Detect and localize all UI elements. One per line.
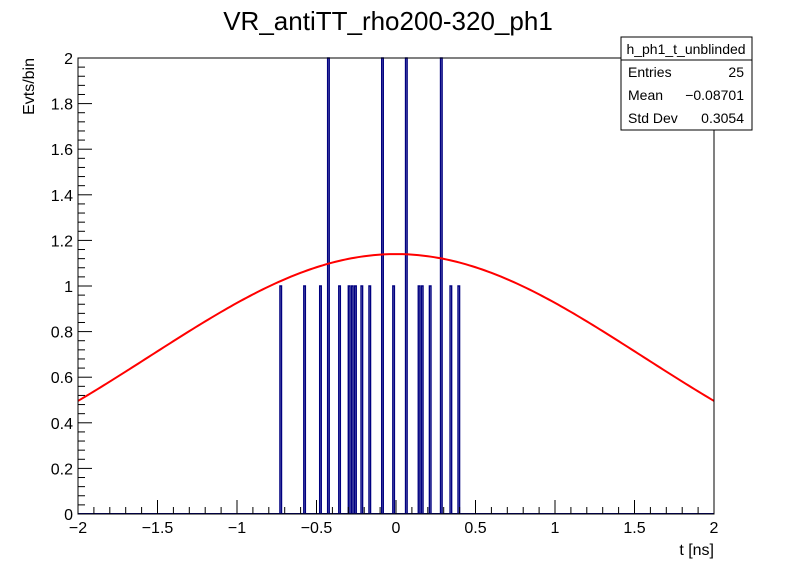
y-tick-label: 1.6 bbox=[51, 142, 73, 159]
histogram-bin bbox=[428, 285, 432, 514]
y-tick-label: 0.4 bbox=[51, 416, 73, 433]
x-axis-label: t [ns] bbox=[679, 542, 714, 559]
y-axis-label: Evts/bin bbox=[21, 58, 38, 115]
histogram-bin bbox=[353, 285, 357, 514]
histogram-bin bbox=[392, 285, 396, 514]
y-tick-label: 0.6 bbox=[51, 370, 73, 387]
histogram-bin bbox=[279, 285, 283, 514]
x-tick-label: 0 bbox=[392, 520, 401, 537]
histogram-bin bbox=[350, 285, 354, 514]
stats-entries-label: Entries bbox=[628, 64, 672, 80]
y-tick-label: 0.2 bbox=[51, 461, 73, 478]
stats-stddev-value: 0.3054 bbox=[701, 110, 744, 126]
histogram-bin bbox=[368, 285, 372, 514]
stats-box-frame bbox=[620, 36, 753, 131]
histogram-bin bbox=[417, 285, 421, 514]
y-tick-label: 1 bbox=[64, 279, 73, 296]
y-tick-label: 0.8 bbox=[51, 325, 73, 342]
x-tick-label: −0.5 bbox=[301, 520, 333, 537]
histogram-bin bbox=[449, 285, 453, 514]
histogram-bin bbox=[338, 285, 342, 514]
stats-mean-value: −0.08701 bbox=[685, 87, 744, 103]
stats-mean-label: Mean bbox=[628, 87, 663, 103]
axis-ticks: −2 −1.5 −1 −0.5 0 0.5 1 1.5 2 0 0.2 0.4 0.6 0.8 1 1.2 1.… bbox=[51, 51, 719, 537]
histogram-bin bbox=[360, 285, 364, 514]
y-tick-label: 2 bbox=[64, 51, 73, 68]
y-tick-label: 1.4 bbox=[51, 188, 73, 205]
y-tick-label: 1.2 bbox=[51, 233, 73, 250]
x-tick-label: −2 bbox=[69, 520, 87, 537]
y-tick-label: 1.8 bbox=[51, 97, 73, 114]
stats-entries-value: 25 bbox=[728, 64, 744, 80]
x-tick-label: −1.5 bbox=[142, 520, 174, 537]
histogram-bin bbox=[303, 285, 307, 514]
x-tick-label: 0.5 bbox=[464, 520, 486, 537]
histogram-bin bbox=[457, 285, 461, 514]
x-tick-label: 2 bbox=[710, 520, 719, 537]
stats-box: h_ph1_t_unblinded Entries 25 Mean −0.087… bbox=[620, 36, 753, 131]
histogram-bin bbox=[318, 285, 322, 514]
x-tick-label: 1 bbox=[551, 520, 560, 537]
x-tick-label: −1 bbox=[228, 520, 246, 537]
stats-stddev-label: Std Dev bbox=[628, 110, 678, 126]
histogram-bin bbox=[347, 285, 351, 514]
stats-box-title: h_ph1_t_unblinded bbox=[626, 41, 745, 57]
histogram-bin bbox=[420, 285, 424, 514]
chart-title: VR_antiTT_rho200-320_ph1 bbox=[223, 6, 553, 36]
x-tick-label: 1.5 bbox=[623, 520, 645, 537]
y-tick-label: 0 bbox=[64, 507, 73, 524]
fit-curve bbox=[77, 253, 715, 402]
